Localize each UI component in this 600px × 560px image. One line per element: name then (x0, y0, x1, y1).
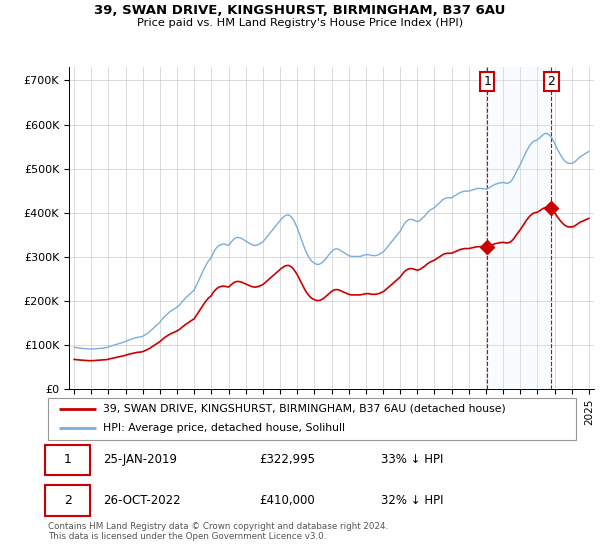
Text: 32% ↓ HPI: 32% ↓ HPI (380, 494, 443, 507)
Bar (487, 67, 551, 389)
Text: £322,995: £322,995 (259, 453, 315, 466)
Text: 39, SWAN DRIVE, KINGSHURST, BIRMINGHAM, B37 6AU (detached house): 39, SWAN DRIVE, KINGSHURST, BIRMINGHAM, … (103, 404, 506, 414)
Text: 33% ↓ HPI: 33% ↓ HPI (380, 453, 443, 466)
Text: 2: 2 (548, 75, 556, 88)
FancyBboxPatch shape (46, 486, 90, 516)
Text: 26-OCT-2022: 26-OCT-2022 (103, 494, 181, 507)
Text: £410,000: £410,000 (259, 494, 315, 507)
Text: 25-JAN-2019: 25-JAN-2019 (103, 453, 178, 466)
Text: 1: 1 (64, 453, 72, 466)
Text: Price paid vs. HM Land Registry's House Price Index (HPI): Price paid vs. HM Land Registry's House … (137, 18, 463, 29)
Text: 39, SWAN DRIVE, KINGSHURST, BIRMINGHAM, B37 6AU: 39, SWAN DRIVE, KINGSHURST, BIRMINGHAM, … (94, 4, 506, 17)
Text: 2: 2 (64, 494, 72, 507)
FancyBboxPatch shape (46, 445, 90, 475)
Text: 1: 1 (483, 75, 491, 88)
Text: HPI: Average price, detached house, Solihull: HPI: Average price, detached house, Soli… (103, 423, 346, 433)
Text: Contains HM Land Registry data © Crown copyright and database right 2024.
This d: Contains HM Land Registry data © Crown c… (48, 522, 388, 542)
